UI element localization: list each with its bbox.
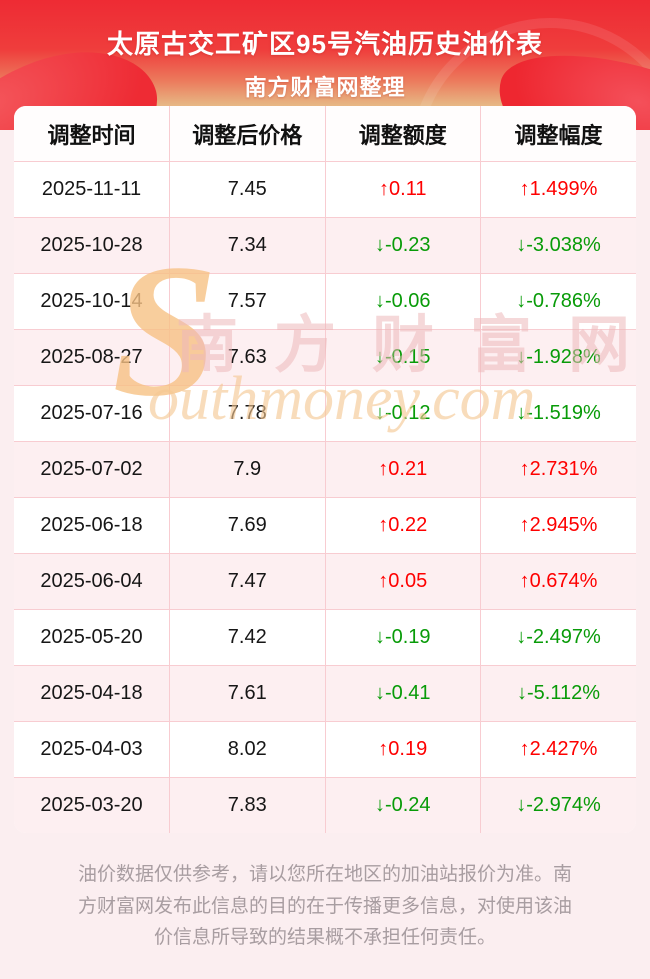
cell-date: 2025-05-20 [14,609,170,666]
cell-change-amount: ↓-0.23 [324,217,481,274]
table-row: 2025-08-27 7.63 ↓-0.15 ↓-1.928% [14,329,636,386]
cell-change-percent: ↓-3.038% [480,217,636,274]
cell-price: 7.63 [169,329,326,386]
cell-price: 7.83 [169,777,326,833]
cell-price: 7.47 [169,553,326,610]
cell-price: 8.02 [169,721,326,778]
cell-price: 7.9 [169,441,326,498]
table-row: 2025-10-28 7.34 ↓-0.23 ↓-3.038% [14,217,636,274]
table-row: 2025-06-04 7.47 ↑0.05 ↑0.674% [14,553,636,610]
table-row: 2025-04-03 8.02 ↑0.19 ↑2.427% [14,721,636,778]
table-row: 2025-07-16 7.78 ↓-0.12 ↓-1.519% [14,385,636,442]
cell-date: 2025-06-18 [14,497,170,554]
cell-change-amount: ↓-0.19 [324,609,481,666]
cell-price: 7.78 [169,385,326,442]
cell-date: 2025-06-04 [14,553,170,610]
cell-change-amount: ↑0.22 [324,497,481,554]
cell-change-percent: ↓-5.112% [480,665,636,722]
table-row: 2025-05-20 7.42 ↓-0.19 ↓-2.497% [14,609,636,666]
cell-date: 2025-07-16 [14,385,170,442]
cell-change-amount: ↓-0.41 [324,665,481,722]
table-header-row: 调整时间 调整后价格 调整额度 调整幅度 [14,106,636,162]
cell-change-percent: ↓-1.928% [480,329,636,386]
cell-price: 7.61 [169,665,326,722]
cell-date: 2025-11-11 [14,161,170,218]
cell-price: 7.42 [169,609,326,666]
col-header-change-percent: 调整幅度 [480,106,636,162]
cell-date: 2025-10-28 [14,217,170,274]
table-row: 2025-07-02 7.9 ↑0.21 ↑2.731% [14,441,636,498]
table-row: 2025-10-14 7.57 ↓-0.06 ↓-0.786% [14,273,636,330]
cell-date: 2025-08-27 [14,329,170,386]
cell-change-percent: ↑2.427% [480,721,636,778]
cell-change-amount: ↑0.21 [324,441,481,498]
price-table-card: 调整时间 调整后价格 调整额度 调整幅度 2025-11-11 7.45 ↑0.… [14,106,636,833]
cell-change-percent: ↑1.499% [480,161,636,218]
page-title: 太原古交工矿区95号汽油历史油价表 [107,29,543,59]
cell-change-amount: ↑0.11 [324,161,481,218]
price-table: 调整时间 调整后价格 调整额度 调整幅度 2025-11-11 7.45 ↑0.… [14,106,636,833]
cell-change-amount: ↑0.05 [324,553,481,610]
cell-change-percent: ↓-1.519% [480,385,636,442]
table-row: 2025-06-18 7.69 ↑0.22 ↑2.945% [14,497,636,554]
table-row: 2025-04-18 7.61 ↓-0.41 ↓-5.112% [14,665,636,722]
cell-change-amount: ↓-0.12 [324,385,481,442]
cell-change-amount: ↓-0.06 [324,273,481,330]
col-header-adjusted-price: 调整后价格 [169,106,326,162]
cell-date: 2025-04-18 [14,665,170,722]
cell-change-amount: ↓-0.24 [324,777,481,833]
cell-change-percent: ↑2.945% [480,497,636,554]
price-table-body: 2025-11-11 7.45 ↑0.11 ↑1.499% 2025-10-28… [14,161,636,833]
cell-change-percent: ↓-2.497% [480,609,636,666]
cell-change-amount: ↓-0.15 [324,329,481,386]
cell-change-percent: ↓-0.786% [480,273,636,330]
cell-date: 2025-04-03 [14,721,170,778]
cell-price: 7.69 [169,497,326,554]
cell-change-amount: ↑0.19 [324,721,481,778]
table-row: 2025-11-11 7.45 ↑0.11 ↑1.499% [14,161,636,218]
cell-change-percent: ↓-2.974% [480,777,636,833]
col-header-change-amount: 调整额度 [324,106,481,162]
cell-date: 2025-10-14 [14,273,170,330]
disclaimer-text: 油价数据仅供参考，请以您所在地区的加油站报价为准。南方财富网发布此信息的目的在于… [77,864,572,949]
cell-change-percent: ↑0.674% [480,553,636,610]
cell-price: 7.45 [169,161,326,218]
page-subtitle: 南方财富网整理 [244,75,406,100]
cell-change-percent: ↑2.731% [480,441,636,498]
cell-date: 2025-03-20 [14,777,170,833]
cell-price: 7.57 [169,273,326,330]
col-header-adjust-time: 调整时间 [14,106,170,162]
table-row: 2025-03-20 7.83 ↓-0.24 ↓-2.974% [14,777,636,833]
cell-date: 2025-07-02 [14,441,170,498]
cell-price: 7.34 [169,217,326,274]
